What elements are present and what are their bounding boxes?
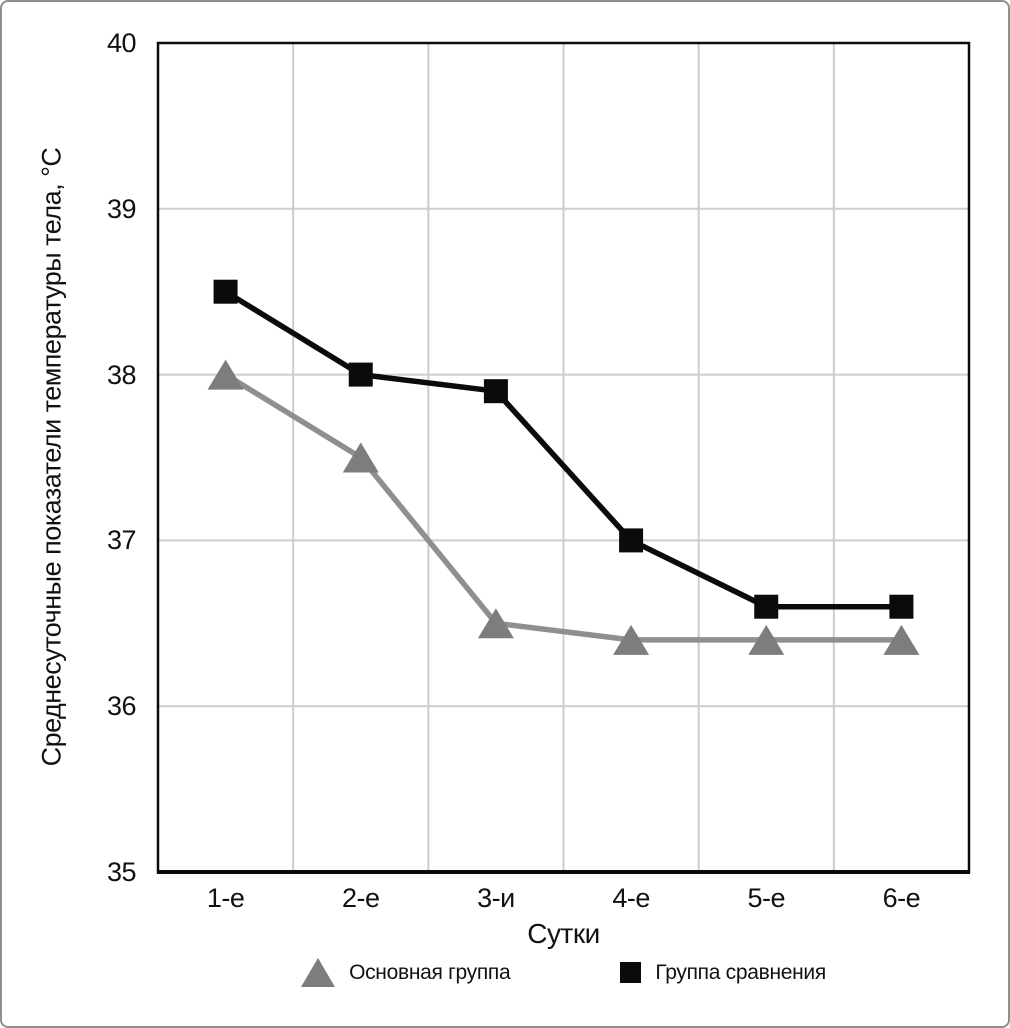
- legend-label-main-group: Основная группа: [349, 960, 511, 984]
- marker-triangle: [477, 608, 514, 639]
- x-tick-label: 3-и: [477, 883, 515, 913]
- marker-triangle: [342, 442, 379, 473]
- legend-label-comparison-group: Группа сравнения: [655, 960, 826, 984]
- series-line-square: [224, 289, 902, 610]
- triangle-marker-icon: [301, 958, 336, 987]
- legend-item-comparison-group: Группа сравнения: [620, 961, 826, 985]
- marker-square: [889, 594, 914, 619]
- marker-square: [348, 362, 373, 387]
- y-tick-label: 40: [106, 28, 137, 58]
- y-tick-label: 35: [106, 857, 137, 887]
- marker-square: [754, 594, 779, 619]
- marker-triangle: [883, 624, 920, 655]
- x-tick-label: 1-е: [206, 883, 245, 913]
- y-tick-label: 38: [106, 359, 137, 390]
- x-axis-title: Сутки: [527, 918, 600, 949]
- y-tick-label: 36: [106, 691, 137, 722]
- marker-triangle: [613, 624, 650, 655]
- chart-legend: Основная группа Группа сравнения: [158, 958, 969, 987]
- marker-triangle: [207, 359, 244, 390]
- series-line-triangle: [224, 372, 902, 643]
- x-tick-label: 5-е: [747, 883, 786, 913]
- legend-item-main-group: Основная группа: [301, 958, 511, 987]
- x-tick-label: 6-е: [882, 883, 921, 913]
- x-tick-label: 4-е: [612, 883, 650, 913]
- marker-triangle: [748, 624, 785, 655]
- y-axis-title: Среднесуточные показатели температуры те…: [36, 147, 67, 767]
- square-marker-icon: [620, 962, 642, 983]
- x-tick-label: 2-е: [341, 883, 380, 913]
- marker-square: [483, 379, 508, 404]
- y-tick-label: 39: [106, 193, 137, 224]
- marker-square: [213, 279, 238, 304]
- y-tick-label: 37: [106, 525, 137, 556]
- marker-square: [619, 528, 644, 553]
